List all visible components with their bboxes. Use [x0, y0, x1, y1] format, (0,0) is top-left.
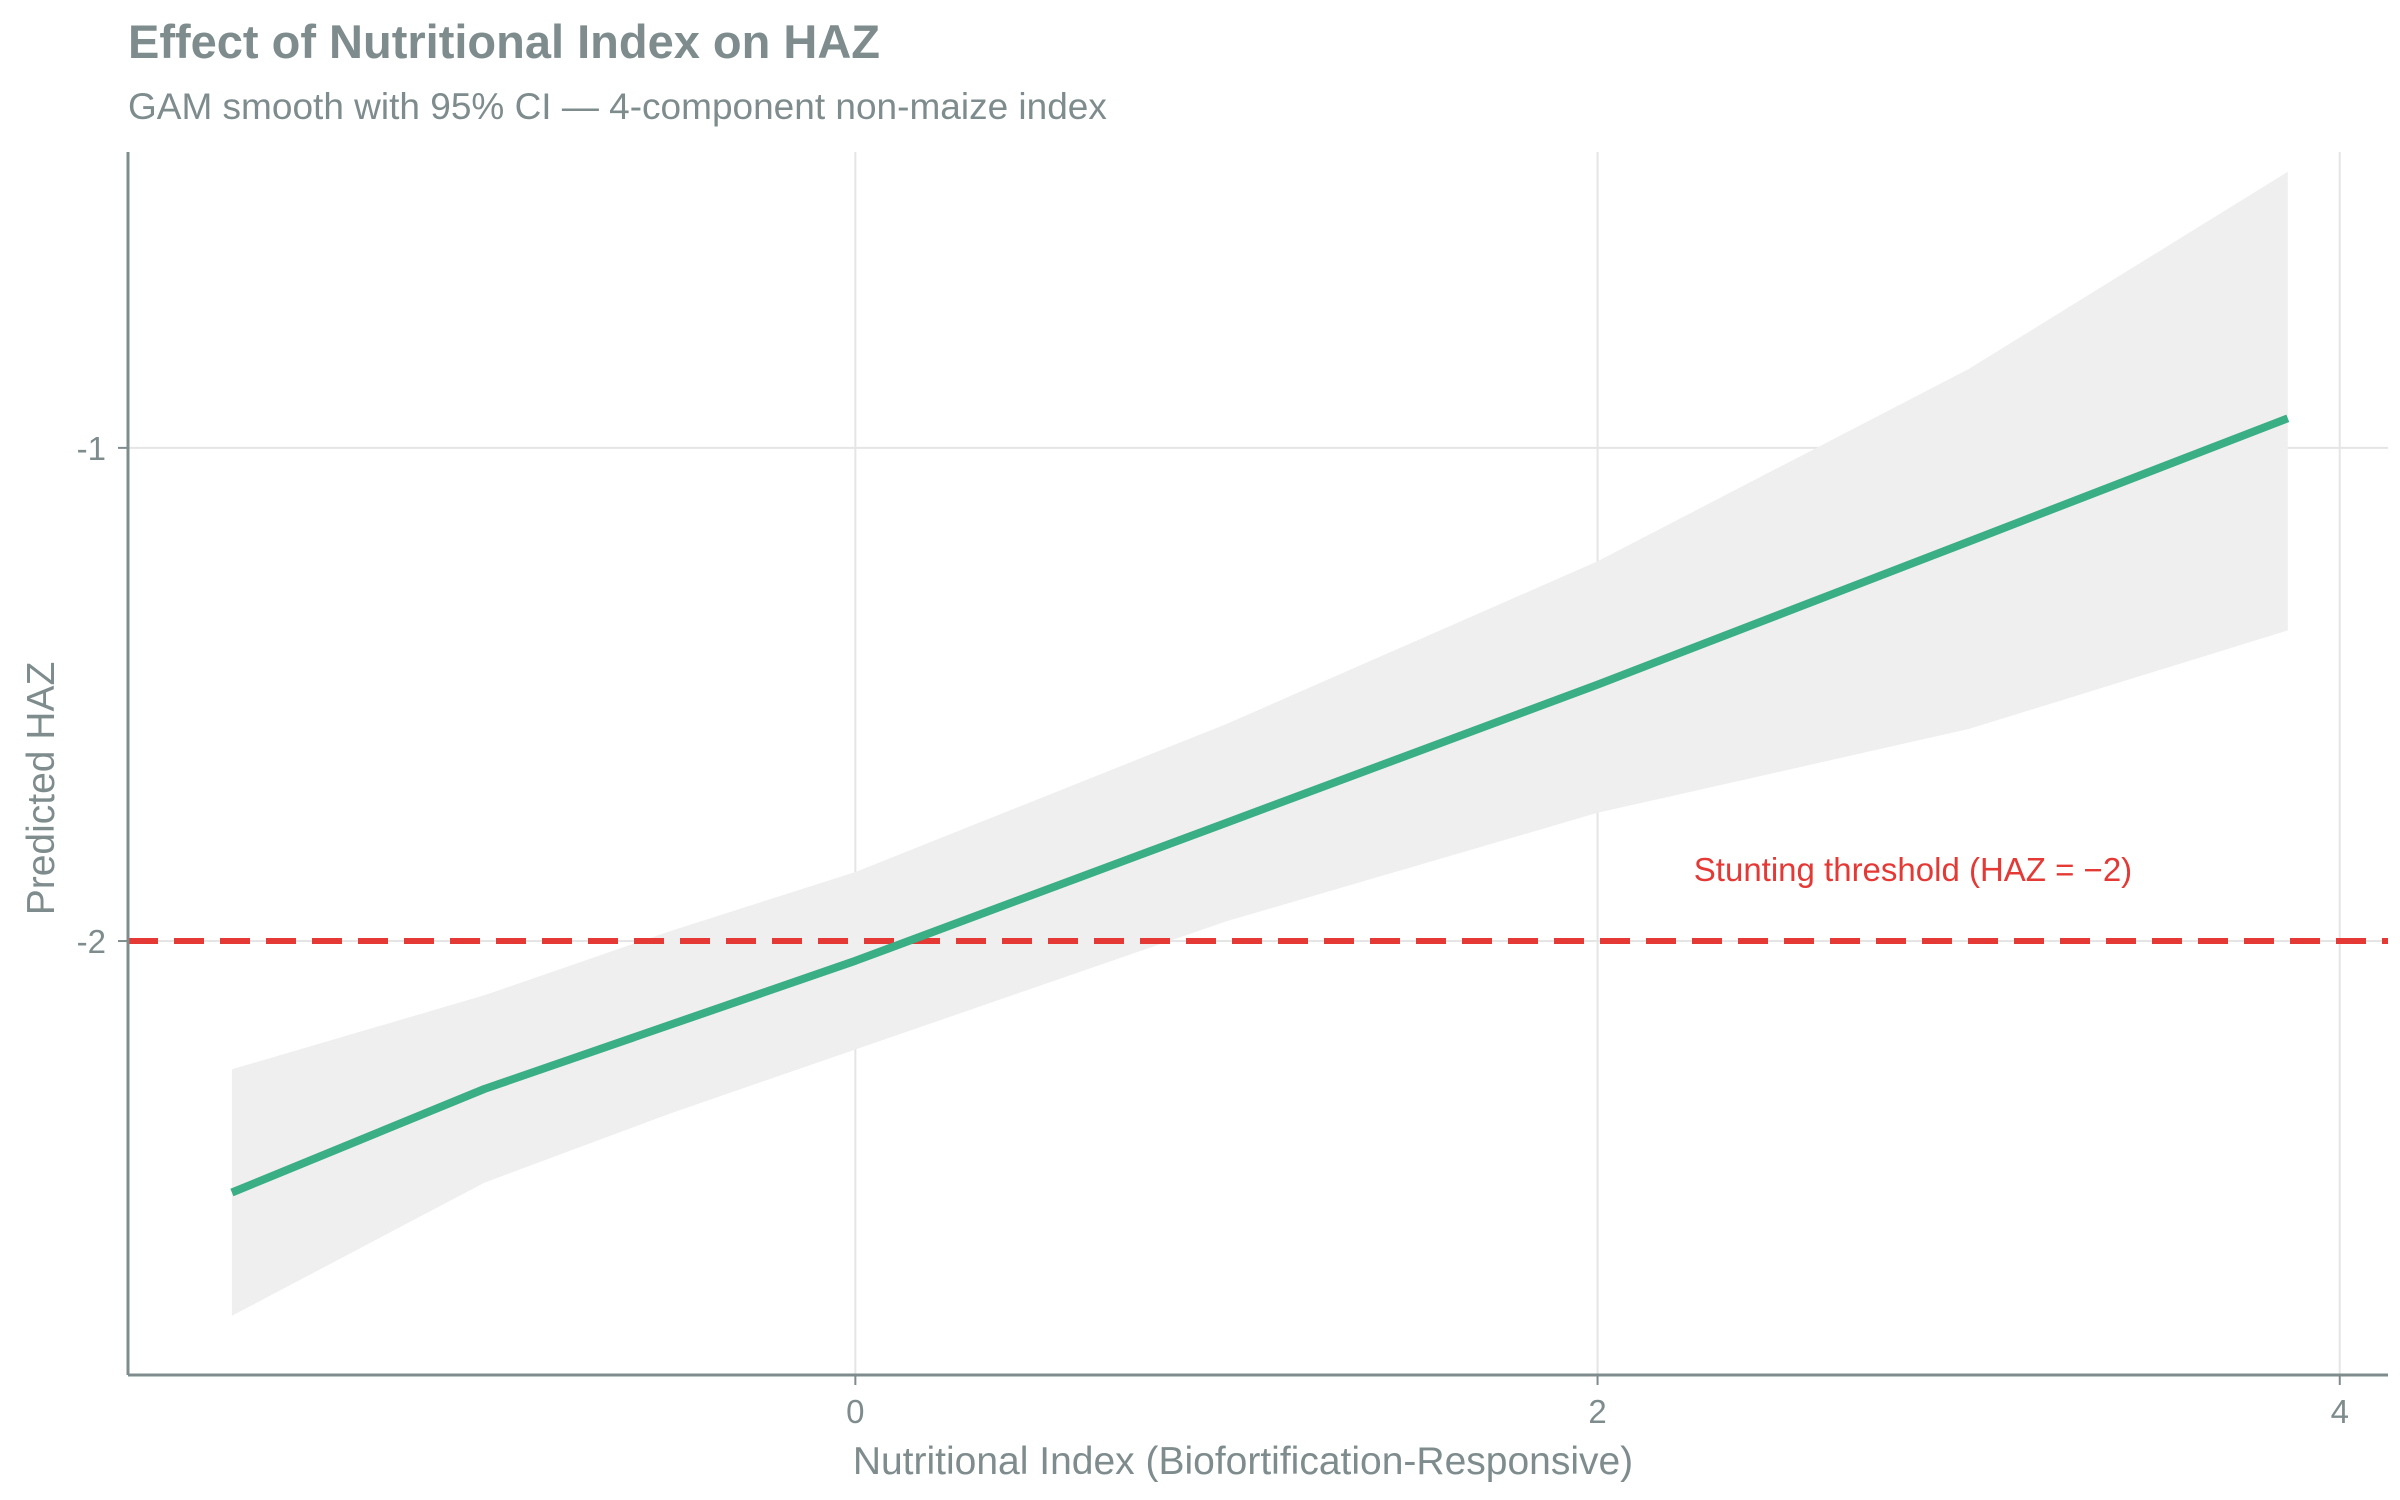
x-axis-title: Nutritional Index (Biofortification-Resp…: [853, 1440, 1633, 1483]
chart-title: Effect of Nutritional Index on HAZ: [128, 15, 880, 68]
chart-subtitle: GAM smooth with 95% CI — 4-component non…: [128, 86, 1107, 127]
axes: [126, 152, 2388, 1377]
tick-labels: 0 2 4 -1 -2: [77, 430, 2349, 1430]
y-axis-title: Predicted HAZ: [20, 662, 63, 916]
x-tick-label-1: 2: [1588, 1393, 1606, 1430]
y-tick-label-1: -2: [77, 923, 106, 960]
x-tick-label-2: 4: [2331, 1393, 2349, 1430]
fit-line: [230, 414, 2290, 1197]
confidence-band: [231, 171, 2288, 1316]
threshold-annotation: Stunting threshold (HAZ = −2): [1694, 851, 2132, 888]
x-tick-label-0: 0: [846, 1393, 864, 1430]
y-tick-label-0: -1: [77, 430, 106, 467]
